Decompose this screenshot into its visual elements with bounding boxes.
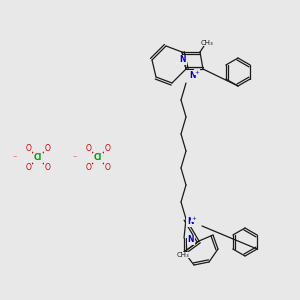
Text: O: O [44, 144, 50, 153]
Text: N: N [180, 56, 186, 64]
Text: O: O [104, 144, 110, 153]
Text: O: O [26, 163, 32, 172]
Text: +: + [192, 217, 197, 221]
Text: N: N [188, 236, 194, 244]
Text: N: N [189, 70, 195, 80]
Text: CH₃: CH₃ [177, 252, 189, 258]
Text: O: O [86, 163, 92, 172]
Text: O: O [86, 144, 92, 153]
Text: O: O [26, 144, 32, 153]
Text: CH₃: CH₃ [201, 40, 213, 46]
Text: +: + [195, 70, 200, 74]
Text: Cl: Cl [94, 154, 102, 163]
Text: O: O [44, 163, 50, 172]
Text: ⁻: ⁻ [13, 154, 17, 163]
Text: O: O [104, 163, 110, 172]
Text: ⁻: ⁻ [73, 154, 77, 163]
Text: N: N [187, 218, 193, 226]
Text: Cl: Cl [34, 154, 42, 163]
